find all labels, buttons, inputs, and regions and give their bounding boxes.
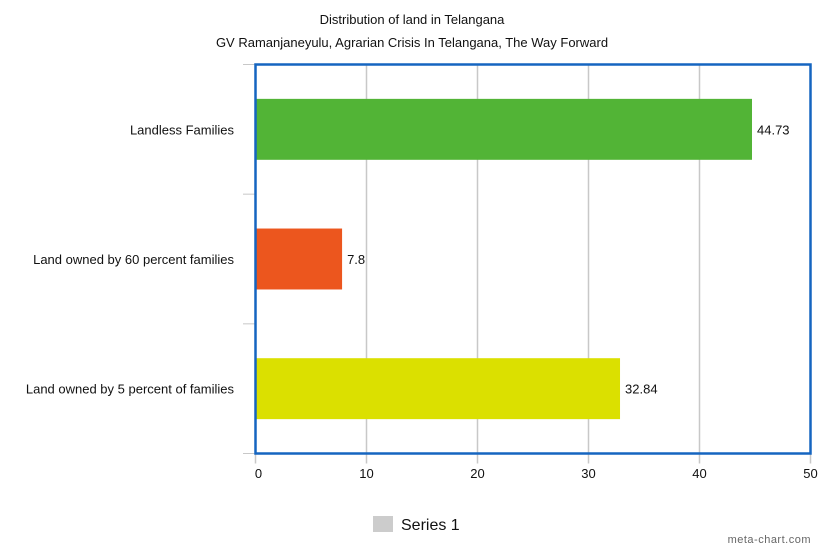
x-axis-ticks: 0 10 20 30 40 50 — [255, 466, 818, 481]
bar — [255, 98, 753, 160]
category-label: Land owned by 5 percent of families — [26, 382, 235, 397]
bar — [255, 228, 343, 290]
bars: 44.73 7.8 32.84 — [255, 98, 790, 420]
category-labels: Landless Families Land owned by 60 percen… — [26, 122, 235, 396]
x-tick-label: 10 — [359, 466, 373, 481]
category-label: Landless Families — [130, 122, 235, 137]
watermark: meta-chart.com — [728, 534, 811, 546]
x-tick-label: 0 — [255, 466, 262, 481]
data-label: 32.84 — [625, 382, 658, 397]
legend-label[interactable]: Series 1 — [401, 517, 460, 534]
legend-swatch[interactable] — [373, 516, 393, 532]
category-label: Land owned by 60 percent families — [33, 252, 234, 267]
data-label: 7.8 — [347, 252, 365, 267]
x-tick-label: 20 — [470, 466, 484, 481]
data-label: 44.73 — [757, 122, 790, 137]
x-tick-label: 30 — [581, 466, 595, 481]
x-tick-label: 40 — [692, 466, 706, 481]
plot-frame — [254, 63, 812, 455]
chart-subtitle: GV Ramanjaneyulu, Agrarian Crisis In Tel… — [216, 35, 608, 50]
bar — [255, 358, 621, 420]
chart-title: Distribution of land in Telangana — [320, 12, 506, 27]
x-tick-label: 50 — [803, 466, 817, 481]
